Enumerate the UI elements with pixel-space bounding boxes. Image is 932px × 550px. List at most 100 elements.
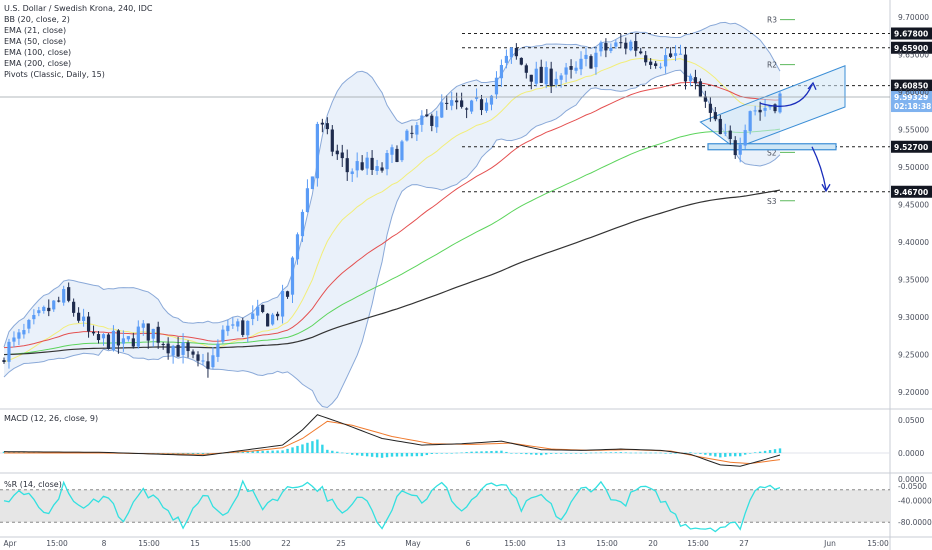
macd-histogram-bar <box>739 453 742 457</box>
candle <box>524 65 528 73</box>
candle <box>47 307 51 312</box>
macd-histogram-bar <box>748 453 752 454</box>
wr-tick-label: 0.0000 <box>898 475 924 484</box>
macd-histogram-bar <box>654 452 657 454</box>
support-zone <box>707 143 837 151</box>
macd-histogram-bar <box>395 453 399 457</box>
candle <box>629 41 633 51</box>
candle <box>370 157 374 170</box>
level-tag-label: 9.46700 <box>894 188 928 197</box>
macd-histogram-bar <box>37 451 41 453</box>
time-tick-label: 15:00 <box>229 539 251 548</box>
macd-histogram-bar <box>306 442 309 453</box>
candle <box>584 54 588 59</box>
candle <box>271 314 275 325</box>
candle <box>649 61 653 65</box>
last-price-tag <box>891 91 932 113</box>
macd-histogram-bar <box>246 451 249 453</box>
legend-ema50: EMA (50, close) <box>4 37 67 46</box>
candle <box>221 329 225 342</box>
macd-histogram-bar <box>669 453 672 454</box>
legend-title: U.S. Dollar / Swedish Krona, 240, IDC <box>4 4 153 13</box>
candle <box>723 132 727 134</box>
macd-tick-label: 0.0500 <box>898 416 924 425</box>
price-tick-label: 9.30000 <box>898 313 929 322</box>
candle <box>226 325 230 332</box>
candle <box>549 68 553 87</box>
pivot-label: R2 <box>767 61 777 70</box>
candle <box>703 96 707 102</box>
candle <box>579 58 583 70</box>
price-tick-label: 9.20000 <box>898 388 929 397</box>
level-tag <box>891 185 932 198</box>
candle <box>186 342 190 352</box>
candle <box>37 310 41 314</box>
wr-tick-label: -40.0000 <box>898 497 932 506</box>
level-tag <box>891 27 932 40</box>
candle <box>181 342 185 355</box>
candle <box>136 326 140 347</box>
candle <box>62 289 66 303</box>
macd-histogram-bar <box>579 453 583 454</box>
candle <box>290 257 295 295</box>
macd-histogram-bar <box>545 453 548 455</box>
macd-histogram-bar <box>689 452 692 453</box>
macd-histogram-bar <box>271 450 274 453</box>
candle <box>410 132 414 134</box>
candle <box>673 53 678 56</box>
candle <box>465 108 469 110</box>
macd-histogram-bar <box>674 453 677 454</box>
price-tick-label: 9.70000 <box>898 13 929 22</box>
candle <box>768 105 772 108</box>
macd-histogram-bar <box>336 451 339 453</box>
macd-histogram-bar <box>261 450 264 453</box>
price-tick-label: 9.45000 <box>898 201 929 210</box>
time-tick-label: 8 <box>102 539 107 548</box>
candle <box>544 67 548 85</box>
time-tick-label: May <box>405 539 421 548</box>
candle <box>206 361 210 369</box>
macd-histogram-bar <box>574 453 578 454</box>
candle <box>738 144 742 155</box>
macd-histogram-bar <box>27 451 31 453</box>
macd-histogram-bar <box>440 453 443 454</box>
candle <box>574 67 578 71</box>
macd-histogram-bar <box>445 453 448 454</box>
macd-histogram-bar <box>659 452 662 454</box>
candle <box>743 130 747 146</box>
macd-histogram-bar <box>604 452 608 454</box>
candle <box>634 41 638 51</box>
macd-histogram-bar <box>201 453 205 455</box>
candle <box>77 312 81 321</box>
candle <box>32 314 36 320</box>
time-tick-label: 15:00 <box>867 539 889 548</box>
candle <box>619 42 623 44</box>
candle <box>111 330 116 351</box>
macd-histogram-bar <box>609 452 613 453</box>
candle <box>693 77 698 84</box>
candle <box>131 338 135 347</box>
candle <box>166 343 170 354</box>
candle <box>42 306 46 311</box>
macd-histogram-bar <box>639 452 642 454</box>
candle <box>151 328 155 339</box>
macd-histogram-bar <box>644 452 647 454</box>
candle <box>365 157 369 169</box>
candle <box>355 161 359 171</box>
candle <box>91 331 96 334</box>
macd-histogram-bar <box>370 453 374 457</box>
candle <box>2 360 6 362</box>
candle <box>688 75 693 82</box>
candle <box>216 343 220 357</box>
wr-label: %R (14, close) <box>4 480 62 489</box>
candle <box>494 77 499 95</box>
candle <box>400 141 404 161</box>
legend-ema200: EMA (200, close) <box>4 59 72 68</box>
candle <box>126 336 130 340</box>
candle <box>698 81 703 97</box>
candle <box>499 64 504 79</box>
candle <box>246 320 250 336</box>
candle <box>350 171 354 175</box>
macd-histogram-bar <box>525 453 528 455</box>
